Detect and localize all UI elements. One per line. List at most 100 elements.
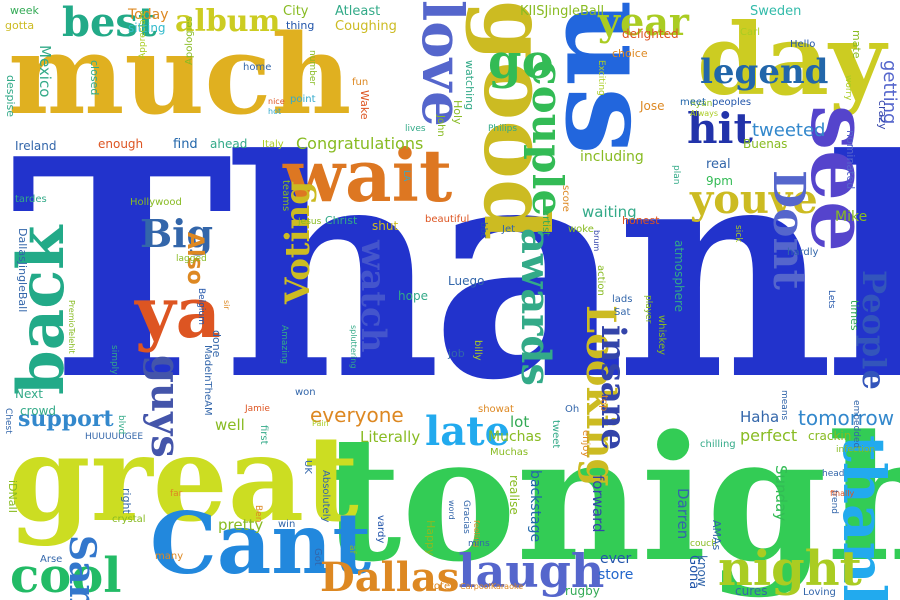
word: hope <box>398 289 428 303</box>
word: Got <box>312 548 323 566</box>
word: Lets <box>826 290 836 309</box>
word: closed <box>88 60 101 96</box>
word: enough <box>98 137 144 151</box>
word: Sweden <box>750 4 802 19</box>
word: Ben <box>253 505 263 523</box>
word: Darren <box>674 488 692 540</box>
word: watching <box>463 60 476 111</box>
word: best <box>62 0 157 46</box>
word: Dallas <box>320 554 460 600</box>
word: including <box>580 149 644 165</box>
word: blvd <box>116 415 126 435</box>
word: watch <box>353 240 393 353</box>
word: point <box>290 94 316 105</box>
word: Hollywood <box>130 197 182 208</box>
word: youve <box>690 176 818 223</box>
word: Always <box>690 109 719 118</box>
word: couch <box>690 539 717 549</box>
word: won <box>295 387 316 398</box>
word: cures <box>735 584 768 598</box>
word: Belgium <box>196 288 206 325</box>
word: Amazing <box>279 325 289 365</box>
word: City <box>283 4 309 19</box>
word: pretty <box>218 516 264 534</box>
word: Jet <box>502 224 516 235</box>
word: ahead <box>210 137 248 151</box>
word: Coughing <box>335 19 397 34</box>
word: home <box>243 62 272 73</box>
word: delighted <box>622 27 679 41</box>
word: beautiful <box>425 214 470 225</box>
word: hot <box>268 107 282 116</box>
word: choice <box>612 47 648 60</box>
word: lads <box>612 294 633 305</box>
word: hit <box>687 104 753 153</box>
word: realise <box>507 475 521 515</box>
word: Philips <box>488 124 518 134</box>
word: vardy <box>375 515 386 544</box>
word: lot <box>510 413 530 431</box>
word: waiting <box>582 203 637 221</box>
word: Christ <box>325 214 358 227</box>
word: Next <box>15 387 43 401</box>
word: wait <box>283 133 453 218</box>
word: rugby <box>565 584 600 598</box>
word: UK <box>302 460 313 474</box>
word: ya <box>135 271 222 354</box>
word: CarpoolKaraoke <box>460 582 524 591</box>
word: atmosphere <box>672 240 686 312</box>
word: teams <box>280 180 291 212</box>
word: tweeted <box>752 120 826 141</box>
word: showat <box>478 404 514 415</box>
word: billy <box>472 340 483 361</box>
word: mate <box>850 30 863 59</box>
word: Arse <box>40 554 63 565</box>
word: crackin <box>808 429 852 443</box>
word: brum <box>592 230 601 252</box>
word: late <box>425 408 511 455</box>
word: Ireland <box>15 139 57 153</box>
word: number <box>307 50 317 86</box>
word: real <box>706 157 731 172</box>
word: San <box>61 535 103 600</box>
word: peoples <box>712 97 752 108</box>
word: means <box>779 390 789 421</box>
word: nice <box>268 97 285 106</box>
word: support <box>18 406 114 432</box>
word: Thank <box>10 93 900 446</box>
word: infection <box>836 445 876 455</box>
word: Jose <box>640 99 665 113</box>
word: lives <box>405 124 426 134</box>
word: Muchas <box>490 447 529 458</box>
word: Happy <box>424 520 437 556</box>
word: PremioTelehit <box>67 300 76 354</box>
word: laugh <box>458 544 605 598</box>
word: MadeInTheAM <box>202 345 213 416</box>
word: tardes <box>15 194 47 205</box>
word: Absolutely <box>320 470 331 523</box>
word: Congratulations <box>296 134 424 153</box>
word: embedded <box>851 400 861 449</box>
word: Sat <box>614 307 631 318</box>
word: Literally <box>360 428 421 446</box>
word: great <box>8 409 359 548</box>
word: album <box>175 4 281 39</box>
word: many <box>155 551 184 562</box>
word: backstage <box>527 470 543 543</box>
word: tomorrow <box>798 406 895 430</box>
word: Carl <box>740 27 760 38</box>
word: week <box>10 4 39 17</box>
word: perfect <box>740 426 798 445</box>
word: insane <box>593 325 633 451</box>
word: sick <box>733 225 743 243</box>
word: everyone <box>310 403 404 427</box>
word: Appreciate <box>138 10 148 59</box>
word: People <box>855 270 893 390</box>
word: action <box>595 265 606 296</box>
word: Ryan <box>690 99 713 109</box>
word: go <box>488 34 554 90</box>
word: plan <box>671 165 681 185</box>
word: thing <box>286 19 315 32</box>
word: right <box>120 488 133 514</box>
word: simply <box>109 345 119 375</box>
